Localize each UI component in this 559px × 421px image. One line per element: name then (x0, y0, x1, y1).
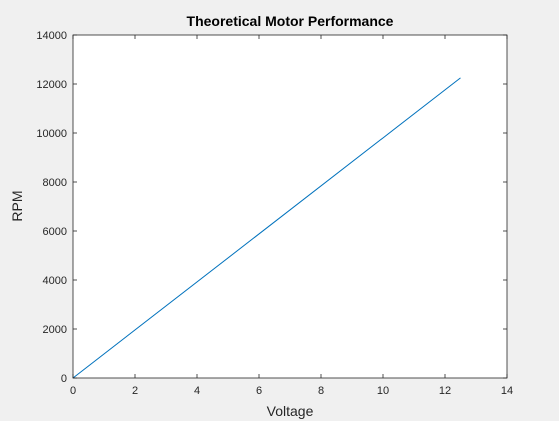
series-line (72, 77, 461, 379)
plot-area (73, 35, 507, 378)
x-tick-label: 0 (70, 385, 76, 397)
x-tick-label: 8 (318, 385, 324, 397)
x-tick-label: 6 (256, 385, 262, 397)
series-layer (72, 77, 461, 379)
x-tick-label: 14 (501, 385, 513, 397)
x-tick-label: 12 (439, 385, 451, 397)
y-axis-title: RPM (9, 190, 25, 221)
y-tick-label: 10000 (36, 128, 67, 140)
y-tick-label: 2000 (43, 324, 67, 336)
y-tick-label: 12000 (36, 79, 67, 91)
plot-frame (72, 34, 508, 379)
tick-layer: 0 2 4 6 8 10 12 14 0 2000 4000 6000 8000 10000 12000 14… (36, 30, 513, 397)
x-axis-title: Voltage (267, 403, 314, 419)
y-tick-label: 4000 (43, 275, 67, 287)
y-tick-label: 8000 (43, 177, 67, 189)
y-tick-label: 0 (61, 373, 67, 385)
y-tick-label: 14000 (36, 30, 67, 42)
chart-title: Theoretical Motor Performance (187, 13, 394, 29)
x-tick-label: 2 (132, 385, 138, 397)
y-tick-label: 6000 (43, 226, 67, 238)
x-tick-label: 10 (377, 385, 389, 397)
x-tick-label: 4 (194, 385, 200, 397)
